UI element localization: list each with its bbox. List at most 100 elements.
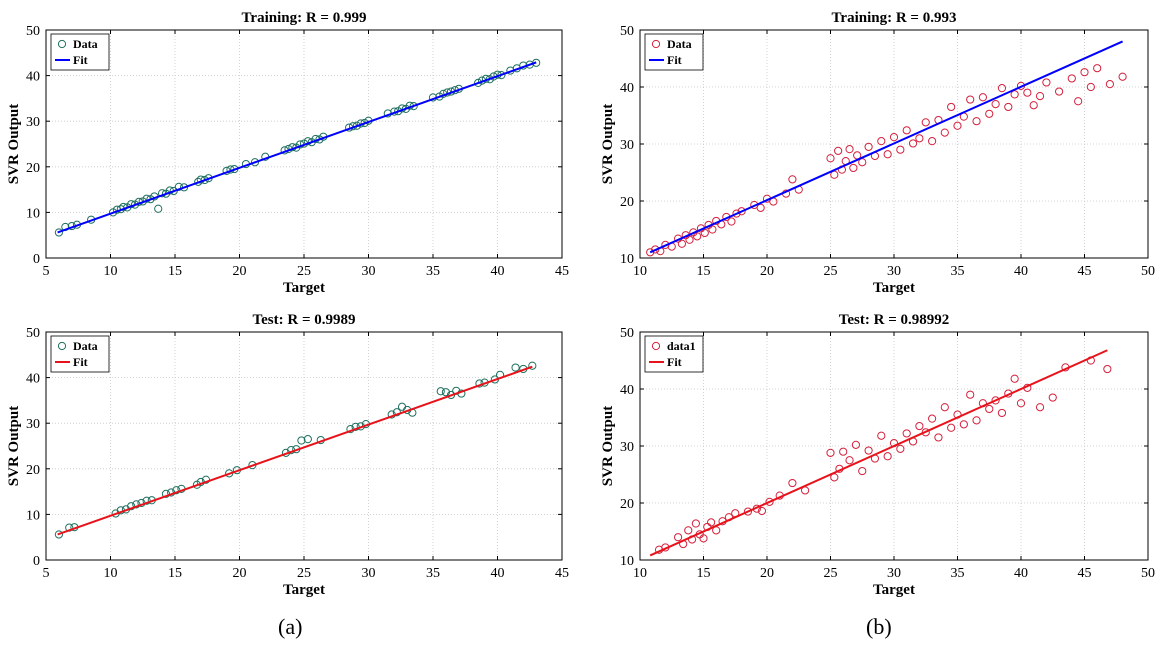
y-tick-label: 10 <box>620 252 634 267</box>
data-point <box>858 466 867 476</box>
data-point <box>997 408 1007 418</box>
data-point <box>788 175 797 184</box>
y-tick-label: 20 <box>26 161 40 176</box>
data-point <box>708 225 717 234</box>
data-point <box>743 507 753 516</box>
x-tick-label: 40 <box>1014 264 1028 279</box>
data-point <box>896 145 905 154</box>
legend-marker-data <box>57 39 67 49</box>
data-point <box>851 440 861 449</box>
x-tick-label: 50 <box>1141 566 1155 581</box>
x-tick-label: 40 <box>491 264 505 279</box>
legend-label-data: data1 <box>667 339 696 353</box>
data-point <box>1080 68 1089 77</box>
data-point <box>179 183 189 192</box>
x-tick-label: 35 <box>951 566 965 581</box>
data-point <box>997 84 1007 93</box>
y-tick-label: 50 <box>26 24 40 39</box>
data-point <box>1023 88 1032 97</box>
panel-label-a: (a) <box>278 614 303 639</box>
legend-label-data: Data <box>73 339 98 353</box>
x-tick-label: 15 <box>697 264 711 279</box>
y-tick-label: 40 <box>620 383 634 398</box>
data-point <box>788 478 797 488</box>
x-tick-label: 5 <box>43 264 50 279</box>
legend-label-data: Data <box>73 37 98 51</box>
data-point <box>684 526 693 535</box>
data-point <box>174 182 183 191</box>
data-point <box>646 248 655 257</box>
data-point <box>1105 80 1115 89</box>
y-tick-label: 50 <box>620 24 634 39</box>
legend-label-fit: Fit <box>667 355 682 369</box>
data-point <box>441 388 450 397</box>
legend-marker-data <box>651 39 661 49</box>
x-tick-label: 40 <box>491 566 505 581</box>
data-point <box>826 154 835 163</box>
y-tick-label: 30 <box>26 417 40 432</box>
legend-label-fit: Fit <box>73 355 88 369</box>
data-point <box>1035 403 1045 412</box>
y-tick-label: 20 <box>620 195 634 210</box>
data-point <box>1010 374 1019 383</box>
x-tick-label: 15 <box>168 566 182 581</box>
data-point <box>1035 92 1045 101</box>
x-tick-label: 25 <box>824 566 838 581</box>
data-point <box>947 423 956 432</box>
data-point <box>303 435 312 444</box>
y-tick-label: 30 <box>620 440 634 455</box>
data-point <box>940 128 949 137</box>
data-point <box>528 361 537 370</box>
x-tick-label: 50 <box>1141 264 1155 279</box>
data-point <box>991 100 1000 109</box>
data-point <box>1093 64 1102 73</box>
data-point <box>877 431 886 440</box>
legend-label-fit: Fit <box>667 53 682 67</box>
data-point <box>677 239 687 248</box>
x-tick-label: 35 <box>426 566 440 581</box>
data-point <box>877 137 886 146</box>
data-point <box>1103 364 1112 374</box>
y-tick-label: 40 <box>26 372 40 387</box>
data-point <box>953 121 962 130</box>
data-point <box>1086 82 1095 92</box>
axes-box <box>639 331 1149 561</box>
data-point <box>511 363 520 372</box>
x-tick-label: 10 <box>104 264 118 279</box>
y-tick-label: 10 <box>26 508 40 523</box>
data-point <box>940 403 949 412</box>
data-point <box>727 217 736 226</box>
y-tick-label: 0 <box>33 252 40 267</box>
y-tick-label: 40 <box>620 81 634 96</box>
y-tick-label: 20 <box>620 497 634 512</box>
y-tick-label: 20 <box>26 463 40 478</box>
data-point <box>732 209 741 218</box>
x-tick-label: 10 <box>633 264 647 279</box>
fit-line <box>57 61 537 234</box>
data-point <box>921 118 930 127</box>
x-axis-label: Target <box>283 582 325 598</box>
data-point <box>864 446 873 455</box>
data-point <box>707 518 716 527</box>
data-point <box>966 95 975 104</box>
chart-title: Test: R = 0.9989 <box>253 312 356 328</box>
data-point <box>756 203 765 212</box>
data-point <box>200 175 209 185</box>
data-point <box>896 444 905 453</box>
y-tick-label: 40 <box>26 70 40 85</box>
data-point <box>1010 90 1019 99</box>
data-point <box>985 109 994 118</box>
x-tick-label: 20 <box>760 566 774 581</box>
chart-a-train: 5 10 15 20 25 30 35 40 45 0 10 20 30 40 50 Training: R … <box>6 10 569 296</box>
data-point <box>1042 78 1051 87</box>
data-point <box>1074 97 1083 106</box>
x-tick-label: 45 <box>555 566 569 581</box>
y-tick-label: 30 <box>620 138 634 153</box>
x-tick-label: 25 <box>297 264 311 279</box>
y-tick-label: 30 <box>26 115 40 130</box>
data-point <box>934 433 943 442</box>
legend-box <box>50 335 110 373</box>
data-point <box>972 117 981 126</box>
data-point <box>691 519 700 528</box>
